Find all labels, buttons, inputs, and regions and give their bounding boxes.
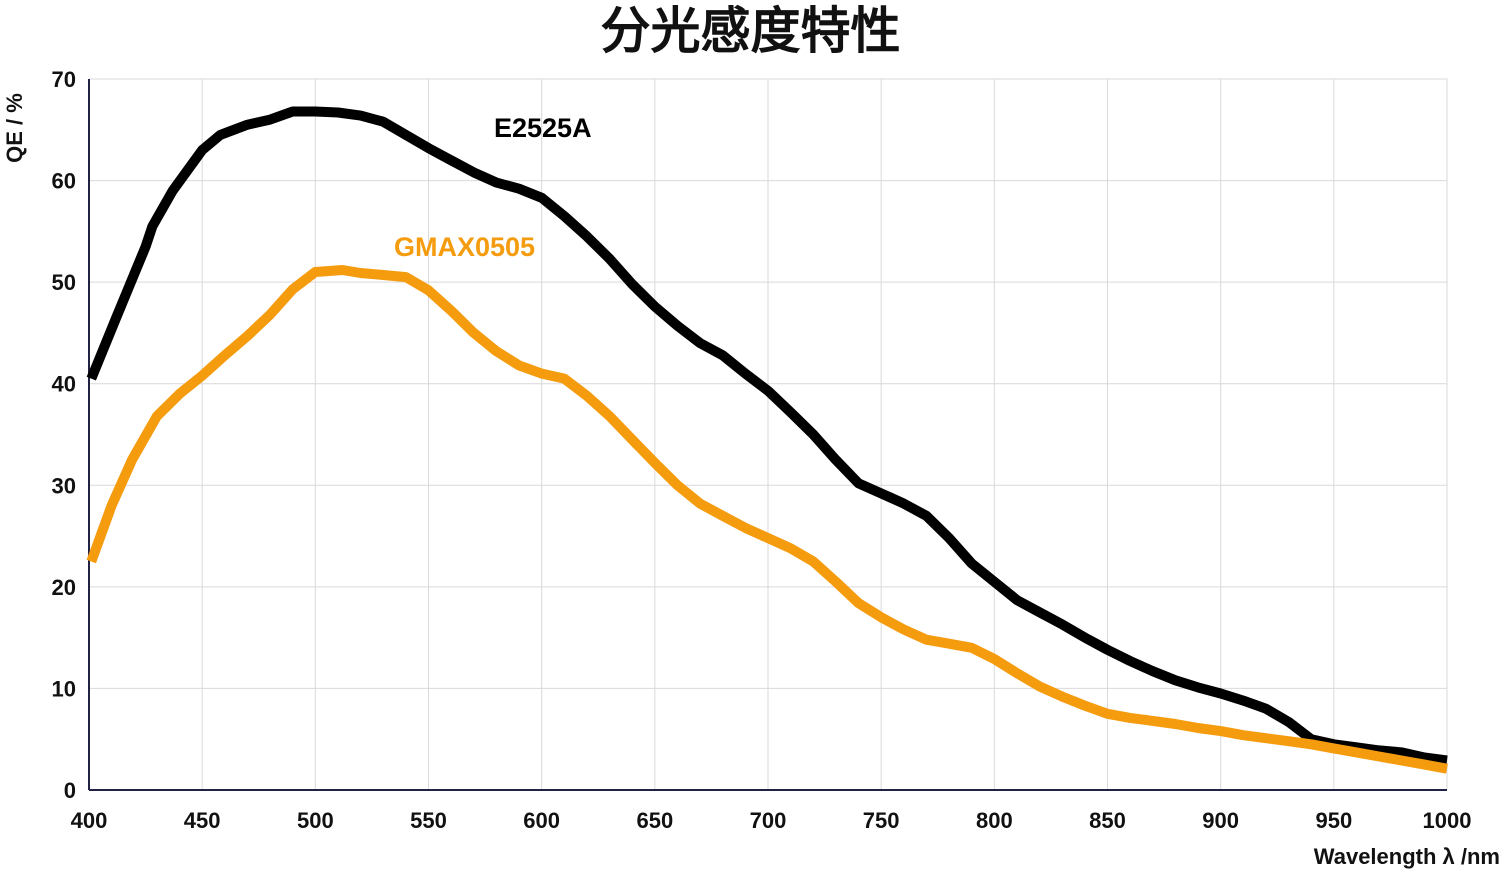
y-tick-label: 0 (64, 778, 76, 803)
x-tick-label: 700 (750, 808, 787, 833)
x-tick-label: 500 (297, 808, 334, 833)
x-tick-label: 1000 (1423, 808, 1472, 833)
chart-title: 分光感度特性 (600, 2, 901, 60)
x-tick-label: 650 (636, 808, 673, 833)
x-tick-label: 400 (71, 808, 108, 833)
series-label-e2525a: E2525A (494, 113, 592, 143)
x-tick-label: 750 (863, 808, 900, 833)
x-axis-title: Wavelength λ /nm (1314, 844, 1500, 869)
y-tick-label: 30 (52, 473, 76, 498)
series-line-gmax0505 (86, 265, 1448, 774)
x-tick-label: 950 (1315, 808, 1352, 833)
y-tick-label: 20 (52, 575, 76, 600)
x-tick-label: 850 (1089, 808, 1126, 833)
y-tick-label: 70 (52, 67, 76, 92)
x-tick-label: 600 (523, 808, 560, 833)
y-tick-label: 10 (52, 676, 76, 701)
grid-layer (89, 78, 1448, 790)
series-layer (86, 106, 1448, 774)
y-tick-label: 40 (52, 372, 76, 397)
series-line-e2525a (86, 106, 1448, 766)
tick-layer: 400 450 500 550 600 650 700 750 800 850 900 950 1000… (52, 67, 1472, 833)
y-tick-label: 60 (52, 169, 76, 194)
y-axis-title: QE / % (2, 93, 27, 163)
x-tick-label: 900 (1202, 808, 1239, 833)
x-tick-label: 450 (184, 808, 221, 833)
x-tick-label: 550 (410, 808, 447, 833)
series-label-gmax0505: GMAX0505 (394, 232, 535, 262)
x-tick-label: 800 (976, 808, 1013, 833)
label-layer: E2525A GMAX0505 Wavelength λ /nm QE / % (2, 93, 1500, 869)
y-tick-label: 50 (52, 270, 76, 295)
axes-layer (88, 79, 1447, 791)
